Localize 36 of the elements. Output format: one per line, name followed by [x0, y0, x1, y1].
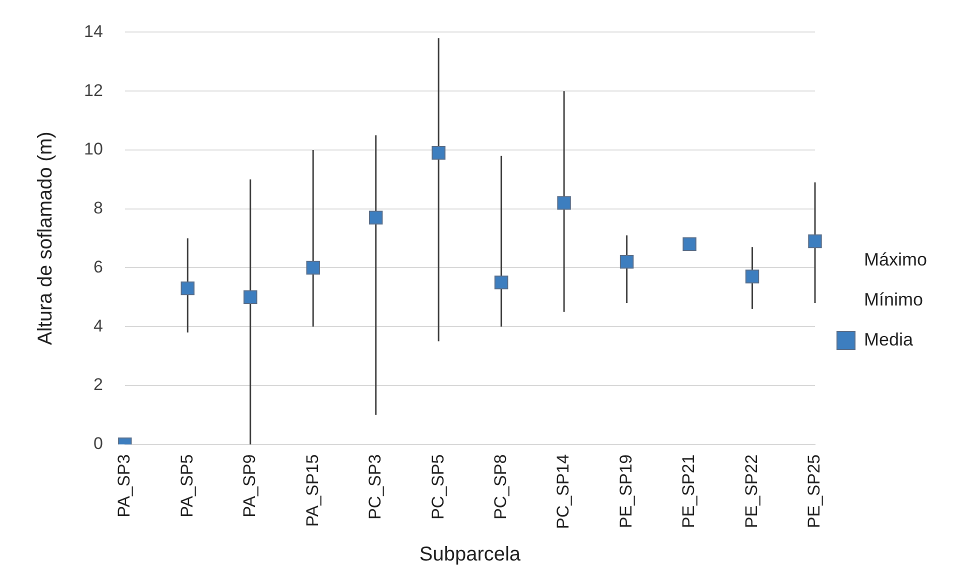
point	[368, 210, 383, 225]
x-tick-label: PC_SP14	[554, 454, 573, 530]
legend-label: Media	[864, 329, 914, 350]
y-tick-label: 2	[93, 375, 103, 394]
point	[180, 281, 195, 296]
y-tick-label: 14	[84, 22, 103, 41]
y-axis-title: Altura de soflamado (m)	[34, 132, 57, 345]
text: Máximo	[864, 249, 928, 270]
text: Mínimo	[864, 289, 924, 310]
x-axis-title: Subparcela	[419, 544, 522, 566]
point	[620, 254, 634, 269]
point	[244, 290, 258, 304]
x-tick-label: PE_SP22	[742, 454, 761, 528]
x-tick-label: PC_SP8	[491, 454, 510, 520]
x-tick-label: PA_SP9	[240, 454, 260, 518]
point	[808, 234, 822, 248]
x-tick-label: PC_SP5	[428, 454, 448, 520]
point	[557, 196, 571, 210]
y-tick-label: 4	[93, 316, 103, 336]
point	[306, 260, 320, 275]
y-tick-label: 12	[84, 80, 103, 100]
x-tick-label: PA_SP15	[302, 454, 322, 527]
x-tick-label: PE_SP21	[679, 454, 698, 528]
x-tick-label: PE_SP25	[804, 454, 824, 528]
point	[682, 237, 696, 252]
x-tick-label: PC_SP3	[366, 454, 385, 520]
y-tick-label: 10	[84, 140, 103, 159]
x-tick-label: PA_SP3	[114, 454, 134, 518]
x-tick-label: PA_SP5	[177, 454, 196, 518]
point	[494, 276, 508, 290]
y-tick-label: 8	[93, 198, 103, 218]
point	[745, 270, 760, 284]
x-tick-label: PE_SP19	[616, 454, 636, 528]
point	[432, 146, 446, 160]
y-tick-label: 0	[93, 434, 103, 454]
y-tick-label: 6	[93, 257, 103, 276]
